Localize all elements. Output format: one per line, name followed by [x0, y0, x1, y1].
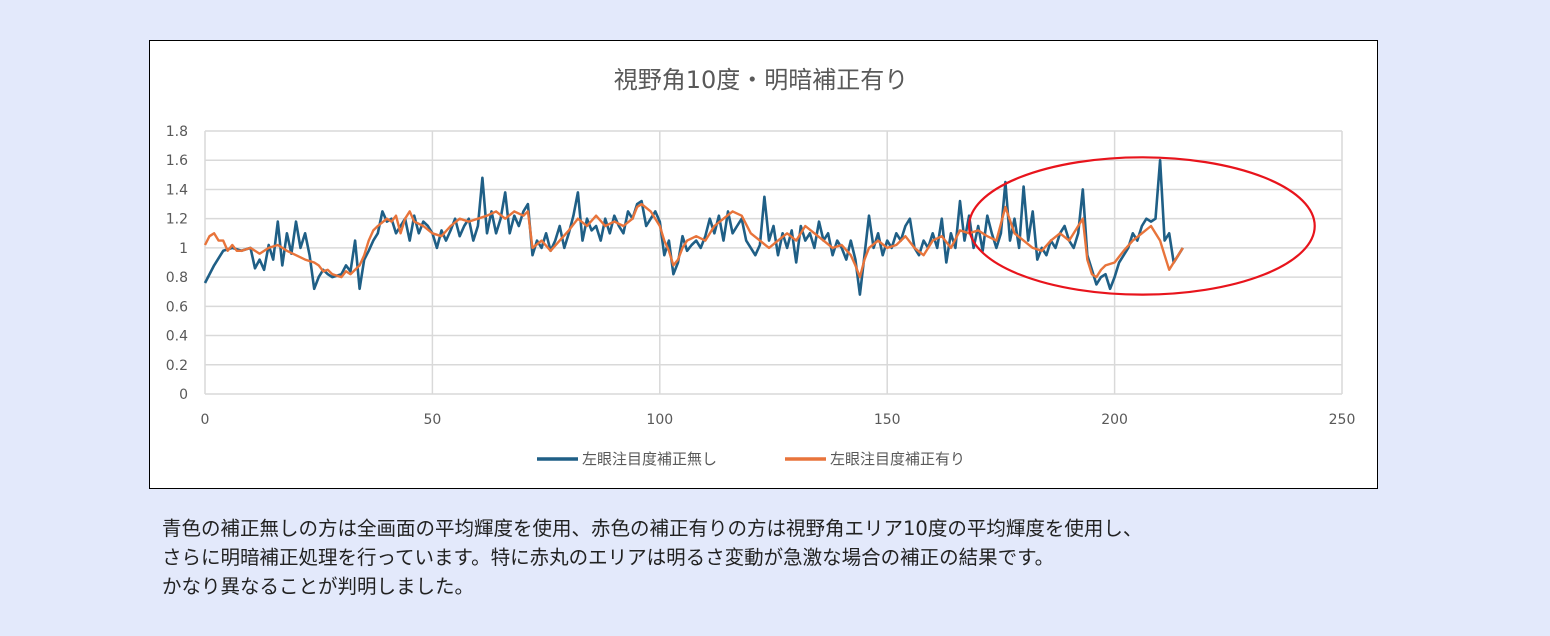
x-tick-label: 200	[1101, 412, 1128, 428]
caption-line-3: かなり異なることが判明しました。	[162, 575, 475, 598]
legend-label-blue: 左眼注目度補正無し	[582, 450, 717, 468]
caption-line-2: さらに明暗補正処理を行っています。特に赤丸のエリアは明るさ変動が急激な場合の補正…	[162, 546, 1055, 569]
chart-frame: 視野角10度・明暗補正有り 0 0.2 0.4 0.6 0.8 1 1.2 1.4 1.6 1.8…	[149, 40, 1378, 489]
axis-tick-labels: 0 0.2 0.4 0.6 0.8 1 1.2 1.4 1.6 1.8 0 50 100 150 200 25…	[166, 124, 1356, 428]
y-tick-label: 0.2	[166, 358, 188, 374]
red-circle-annotation	[967, 156, 1316, 296]
grid-lines	[204, 130, 1343, 395]
y-tick-label: 0	[179, 387, 188, 403]
chart-title: 視野角10度・明暗補正有り	[614, 66, 909, 94]
series-lines	[203, 158, 1184, 296]
y-tick-label: 0.4	[166, 329, 188, 345]
y-tick-label: 1.8	[166, 124, 188, 140]
legend-label-orange: 左眼注目度補正有り	[830, 450, 965, 468]
x-tick-label: 0	[201, 412, 210, 428]
y-tick-label: 1.2	[166, 212, 188, 228]
series-line-1	[203, 202, 1184, 279]
line-chart: 視野角10度・明暗補正有り 0 0.2 0.4 0.6 0.8 1 1.2 1.4 1.6 1.8…	[166, 66, 1356, 468]
x-tick-label: 100	[646, 412, 673, 428]
caption-line-1: 青色の補正無しの方は全画面の平均輝度を使用、赤色の補正有りの方は視野角エリア10…	[162, 517, 1143, 540]
y-tick-label: 1.4	[166, 182, 188, 198]
y-tick-label: 0.6	[166, 299, 188, 315]
caption-text: 青色の補正無しの方は全画面の平均輝度を使用、赤色の補正有りの方は視野角エリア10…	[162, 514, 1462, 601]
highlight-annotation	[967, 156, 1316, 296]
x-tick-label: 150	[874, 412, 901, 428]
x-tick-label: 250	[1329, 412, 1356, 428]
y-tick-label: 1.6	[166, 153, 188, 169]
y-tick-label: 1	[179, 241, 188, 257]
series-line-0	[203, 158, 1184, 296]
x-tick-label: 50	[423, 412, 441, 428]
y-tick-label: 0.8	[166, 270, 188, 286]
legend: 左眼注目度補正無し 左眼注目度補正有り	[537, 450, 965, 468]
